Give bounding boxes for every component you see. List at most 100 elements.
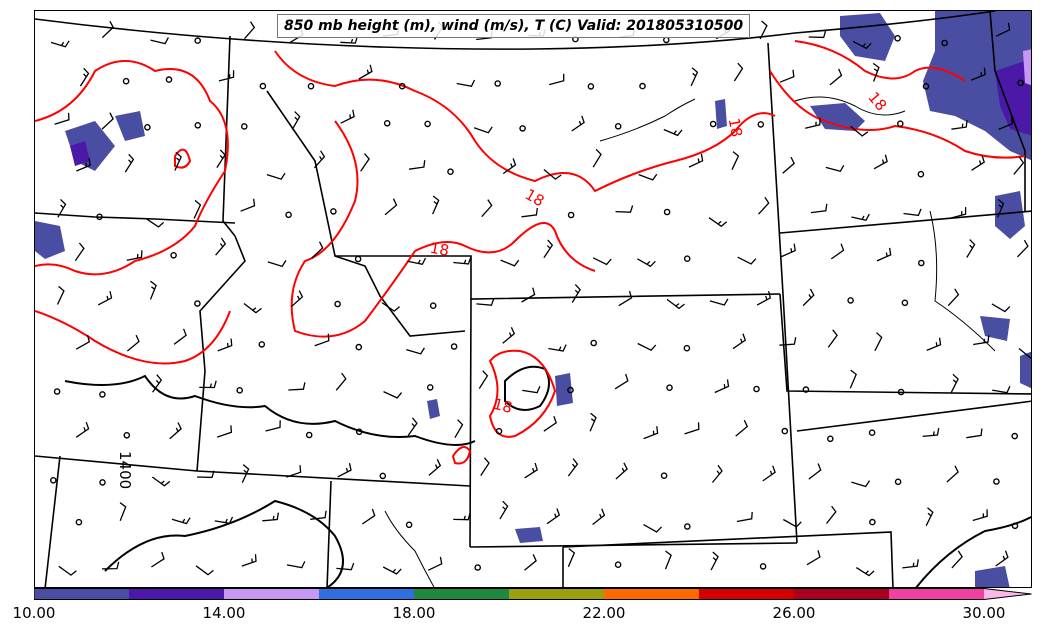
wind-barb <box>288 382 306 391</box>
wind-barb <box>808 463 822 480</box>
wind-barb <box>151 476 171 487</box>
isotherm-label: 18 <box>429 239 451 260</box>
wind-barb <box>311 241 324 259</box>
wind-barb <box>709 298 729 306</box>
wind-barb <box>688 153 704 168</box>
wind-barb <box>171 517 191 525</box>
wind-barb <box>74 242 85 262</box>
wind-barb <box>337 463 352 478</box>
calm-wind-circle <box>330 208 337 215</box>
calm-wind-circle <box>614 123 622 130</box>
colorbar-segment <box>794 588 890 600</box>
calm-wind-circle <box>567 211 575 219</box>
wind-barb <box>950 207 967 219</box>
wind-barb <box>241 554 257 567</box>
calm-wind-circle <box>447 168 454 175</box>
colorbar-tick-label: 10.00 <box>12 604 56 622</box>
calm-wind-circle <box>123 431 131 439</box>
wind-barb <box>779 69 795 83</box>
colorbar-tick-label: 14.00 <box>202 604 246 622</box>
wind-barb <box>614 373 629 390</box>
colorbar-segment <box>34 588 130 600</box>
shade-ut-1 <box>427 399 440 419</box>
wind-barb <box>690 67 699 87</box>
wind-barb <box>500 259 520 267</box>
wind-barb <box>758 196 770 215</box>
calm-wind-circle <box>894 34 901 42</box>
calm-wind-circle <box>398 82 406 90</box>
wind-barb <box>543 169 562 180</box>
wind-barb <box>521 287 536 303</box>
calm-wind-circle <box>355 343 363 351</box>
calm-wind-circle <box>450 343 458 350</box>
calm-wind-circle <box>99 479 106 486</box>
wind-barb <box>850 125 869 137</box>
calm-wind-circle <box>993 478 1000 485</box>
wind-barb <box>481 199 493 218</box>
wind-barb <box>872 62 880 82</box>
wind-barb <box>851 213 870 222</box>
wind-barb <box>736 511 753 523</box>
wind-barb <box>266 172 286 180</box>
colorbar-outline <box>34 588 1032 600</box>
wind-barb <box>950 373 959 393</box>
wind-barb <box>428 459 442 476</box>
calm-wind-circle <box>194 37 201 44</box>
wind-barb <box>543 415 557 432</box>
wind-barb <box>361 508 376 525</box>
colorbar-tick-label: 22.00 <box>582 604 626 622</box>
boundary-az-ut <box>326 480 332 587</box>
wind-barb <box>549 73 565 86</box>
wind-barb <box>951 550 963 569</box>
wind-barb <box>75 421 90 438</box>
calm-wind-circle <box>869 518 876 526</box>
wind-barb <box>615 205 634 213</box>
wind-barb <box>383 391 403 399</box>
calm-wind-circle <box>918 259 925 267</box>
calm-wind-circle <box>684 523 691 530</box>
wind-barb <box>643 426 659 440</box>
wind-barb <box>663 128 683 137</box>
calm-wind-circle <box>781 427 789 435</box>
calm-wind-circle <box>663 208 671 216</box>
wind-barb <box>902 559 919 569</box>
wind-barb <box>874 332 883 352</box>
wind-barb <box>382 566 402 575</box>
wind-barb <box>243 302 262 314</box>
boundary-ks <box>796 400 1031 432</box>
wind-barb <box>825 164 845 173</box>
boundary-co-west <box>469 298 472 548</box>
calm-wind-circle <box>663 36 670 44</box>
shade-west-2 <box>115 111 145 141</box>
wind-barb <box>592 148 602 168</box>
colorbar-segment <box>224 588 320 600</box>
wind-barb <box>522 386 541 394</box>
wind-barb <box>79 67 90 87</box>
colorbar-segment <box>129 588 225 600</box>
wind-barb <box>313 150 326 169</box>
wind-barb <box>827 329 838 348</box>
wind-barb <box>759 20 768 40</box>
calm-wind-circle <box>922 83 930 90</box>
shade-ne-corner <box>923 11 1031 161</box>
height-contour-se <box>915 515 1031 587</box>
calm-wind-circle <box>355 428 363 436</box>
wind-barb <box>145 218 165 228</box>
wind-barb <box>216 425 233 438</box>
wind-barb <box>151 551 165 568</box>
wind-barb <box>524 462 538 479</box>
wind-barb <box>174 151 182 171</box>
colorbar-segment <box>509 588 605 600</box>
calm-wind-circle <box>259 82 267 90</box>
calm-wind-circle <box>827 435 834 443</box>
map-title: 850 mb height (m), wind (m/s), T (C) Val… <box>277 14 751 38</box>
wind-barb <box>265 420 281 432</box>
wind-barb <box>808 30 827 39</box>
wind-barb <box>476 298 495 306</box>
wind-barb <box>314 333 330 347</box>
calm-wind-circle <box>474 564 482 571</box>
wind-barb <box>731 151 740 170</box>
wind-barb <box>335 372 347 391</box>
wind-barbs <box>50 20 1031 577</box>
wind-barb <box>546 508 561 525</box>
